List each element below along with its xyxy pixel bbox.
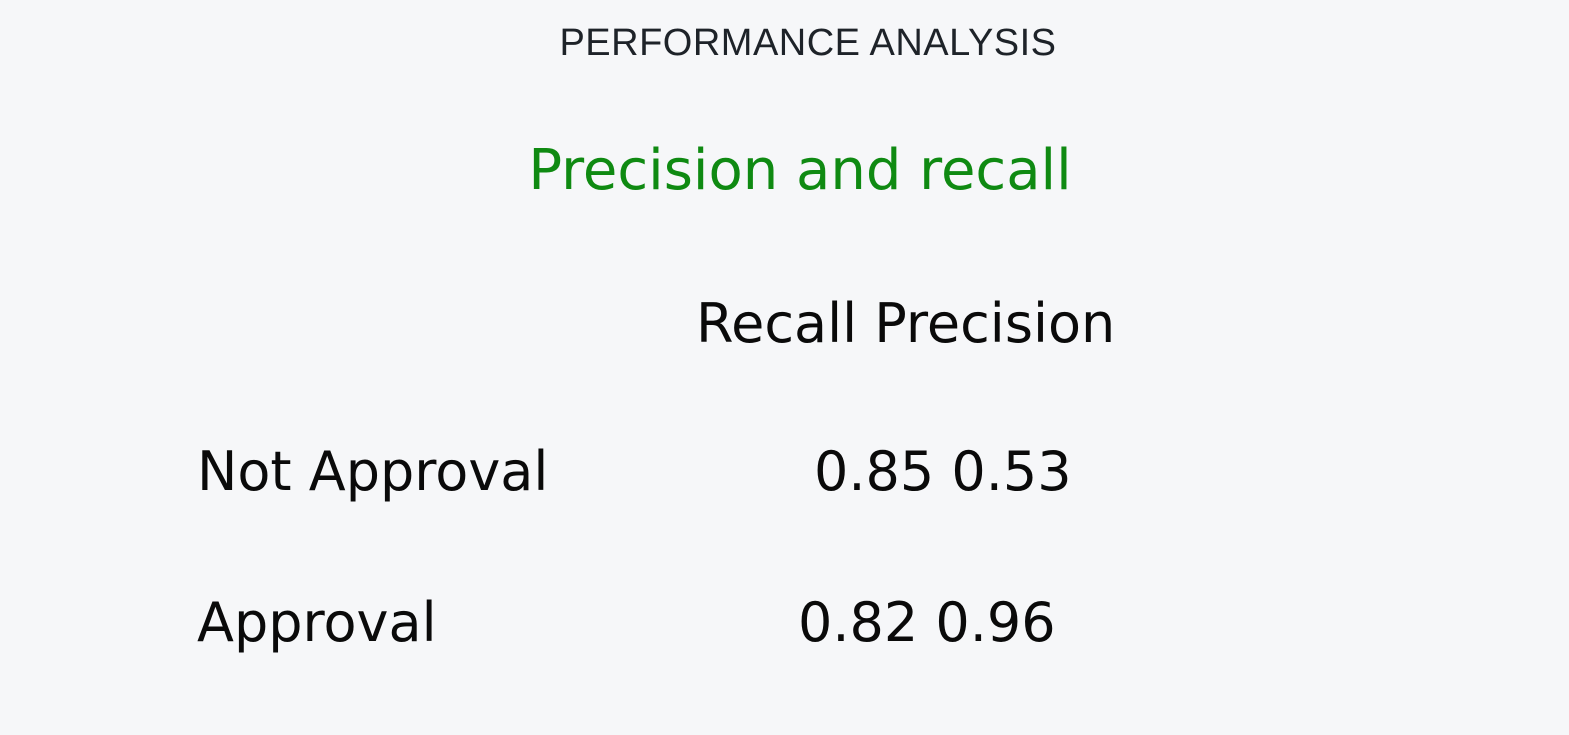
- metric-row-values: 0.85 0.53: [814, 440, 1072, 503]
- metric-row-values: 0.82 0.96: [798, 591, 1056, 654]
- metrics-column-header: Recall Precision: [696, 292, 1116, 355]
- precision-recall-title: Precision and recall: [528, 138, 1072, 203]
- metric-row-label: Not Approval: [197, 440, 549, 503]
- metric-row-not-approval: Not Approval 0.85 0.53: [197, 440, 1197, 520]
- metric-row-approval: Approval 0.82 0.96: [197, 591, 1197, 671]
- section-header-container: PERFORMANCE ANALYSIS: [0, 0, 1569, 80]
- metric-row-label: Approval: [197, 591, 437, 654]
- section-header: PERFORMANCE ANALYSIS: [559, 22, 1057, 64]
